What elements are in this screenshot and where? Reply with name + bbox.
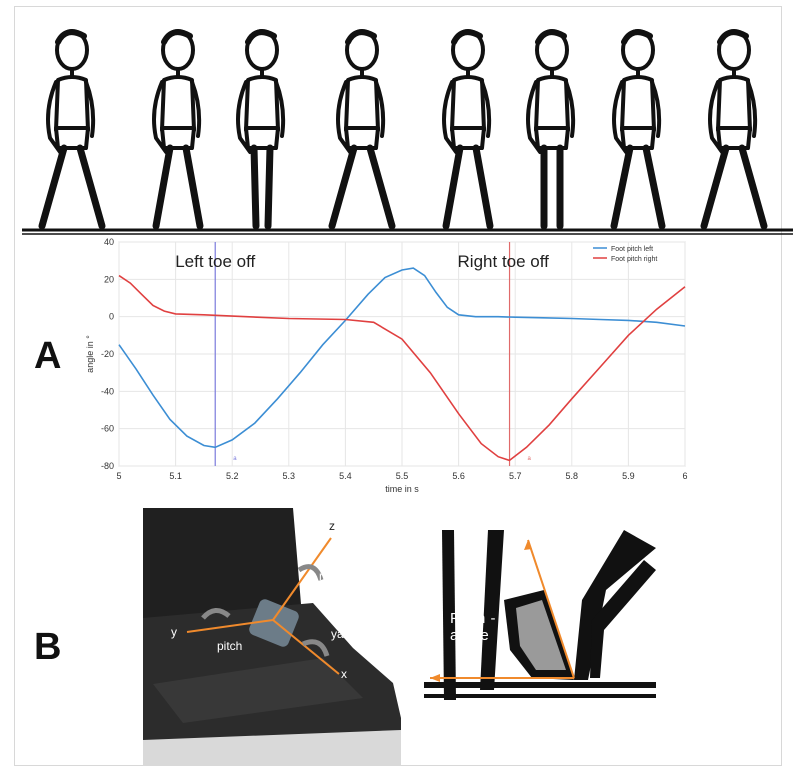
- series-line: [118, 274, 686, 462]
- x-tick-label: 5.3: [283, 471, 296, 481]
- event-label: Right toe off: [458, 252, 550, 271]
- rotation-roll-label: roll: [319, 569, 336, 583]
- walker-figure: [528, 31, 573, 230]
- legend-entry: Foot pitch left: [611, 246, 653, 253]
- axis-z-label: z: [329, 519, 335, 533]
- panel-label-b: B: [34, 626, 62, 668]
- axis-x-label: x: [341, 667, 347, 681]
- walker-figure: [610, 31, 666, 230]
- y-tick-label: 0: [109, 312, 114, 322]
- x-tick-label: 5.6: [452, 471, 465, 481]
- walker-figure: [238, 31, 283, 230]
- walker-figure: [328, 31, 396, 230]
- x-tick-label: 5: [116, 471, 121, 481]
- x-tick-label: 5.5: [396, 471, 409, 481]
- event-label: Left toe off: [175, 252, 255, 271]
- x-tick-label: 5.4: [339, 471, 352, 481]
- x-tick-label: 5.9: [622, 471, 635, 481]
- y-axis-label: angle in °: [85, 335, 95, 373]
- x-tick-label: 5.7: [509, 471, 522, 481]
- y-tick-label: -80: [101, 461, 114, 471]
- shoe-sensor-photo: z roll y pitch yaw x: [143, 508, 401, 766]
- y-tick-label: 40: [104, 237, 114, 247]
- axis-y-label: y: [171, 625, 177, 639]
- x-tick-label: 6: [682, 471, 687, 481]
- walker-figure: [154, 31, 204, 230]
- series-line: [118, 267, 686, 449]
- y-tick-label: -20: [101, 349, 114, 359]
- x-tick-label: 5.8: [566, 471, 579, 481]
- pitch-angle-sketch: Pitch - angle: [424, 530, 656, 748]
- walker-figure: [38, 31, 106, 230]
- x-tick-label: 5.2: [226, 471, 239, 481]
- x-axis-label: time in s: [385, 484, 419, 494]
- foot-pitch-chart: 5 5.1 5.2 5.3 5.4 5.5 5.6 5.7 5.8 5.9 6 -80 -60 -40 -2…: [85, 237, 688, 494]
- y-tick-label: -60: [101, 424, 114, 434]
- panel-label-a: A: [34, 335, 62, 377]
- y-tick-label: -40: [101, 386, 114, 396]
- event-marker: a: [528, 456, 532, 462]
- pitch-angle-label: Pitch - angle: [450, 610, 497, 645]
- rotation-yaw-label: yaw: [331, 627, 353, 641]
- legend-entry: Foot pitch right: [611, 256, 657, 263]
- walker-figure: [700, 31, 768, 230]
- rotation-pitch-label: pitch: [217, 639, 243, 653]
- y-tick-label: 20: [104, 274, 114, 284]
- gait-sequence-illustration: [22, 20, 793, 235]
- event-marker: a: [233, 456, 237, 462]
- walker-figure: [444, 31, 494, 230]
- x-tick-label: 5.1: [169, 471, 182, 481]
